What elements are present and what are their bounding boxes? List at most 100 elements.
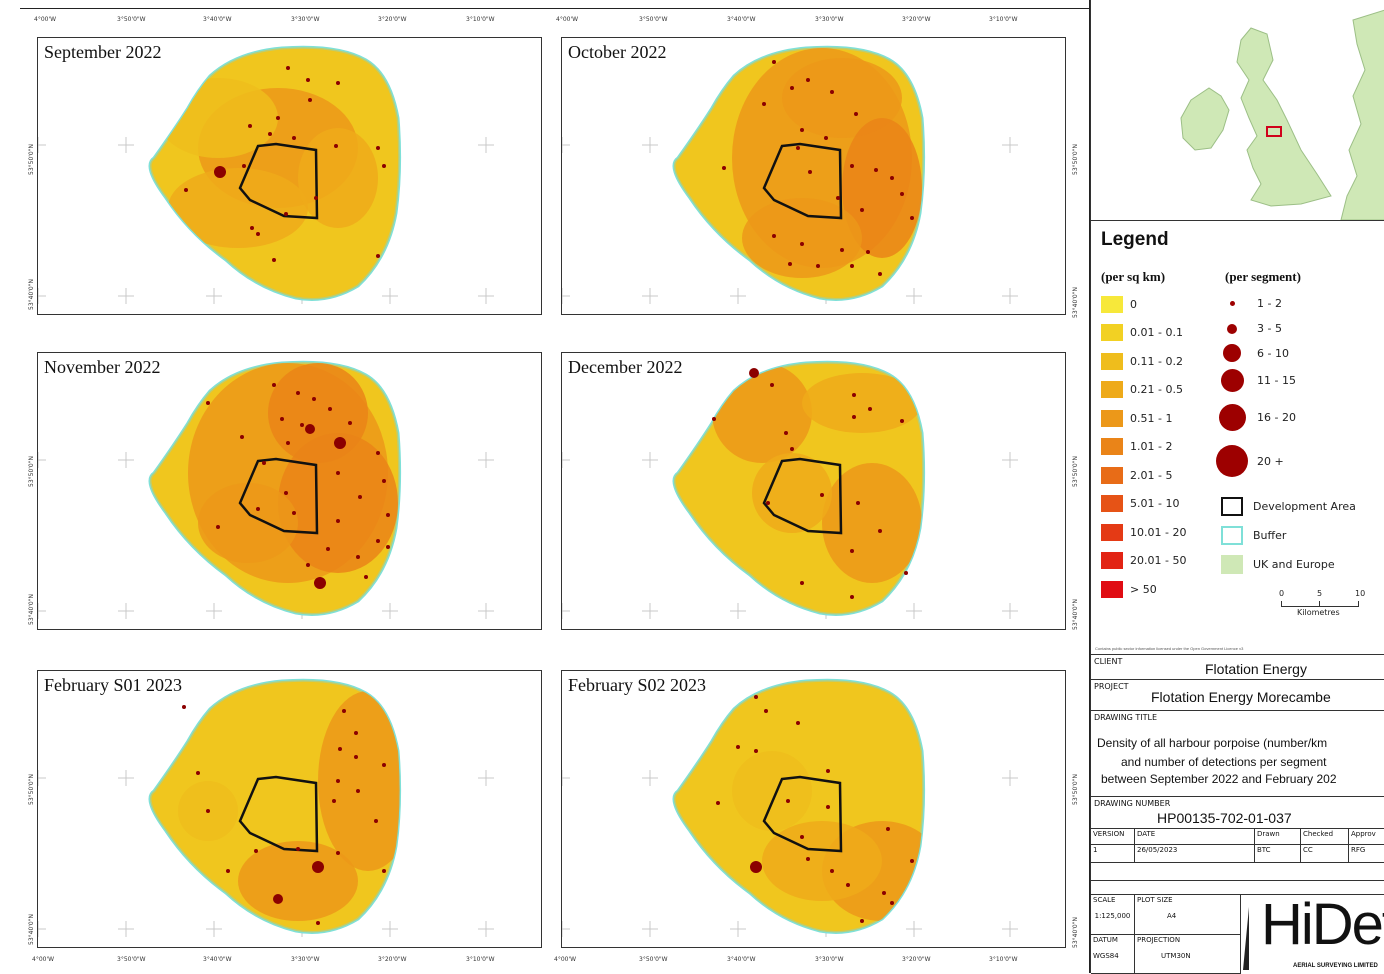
density-swatch [1101,381,1123,398]
density-surface [674,362,924,615]
density-class: 0 [1101,293,1137,315]
map-panel-october-2022: October 2022 [561,37,1066,315]
detection-point [206,809,210,813]
checked-value: CC [1301,845,1349,863]
detection-point [850,164,854,168]
density-label: 20.01 - 50 [1130,554,1187,567]
detection-point [336,851,340,855]
legend-buffer: Buffer [1221,526,1286,545]
detection-point [860,919,864,923]
detection-point [284,491,288,495]
detection-point [754,749,758,753]
drawing-title-line: and number of detections per segment [1121,755,1327,769]
density-map [38,360,494,619]
detection-point [182,705,186,709]
hidef-logo: HiDef AERIAL SURVEYING LIMITED [1241,895,1384,974]
detection-point [364,575,368,579]
detection-point [910,859,914,863]
density-label: 0.21 - 0.5 [1130,383,1183,396]
project-label: PROJECT [1094,682,1129,691]
tick-label: 3°30'0"W [291,16,320,23]
detection-point [254,849,258,853]
detection-point [762,102,766,106]
legend: Legend (per sq km) (per segment) 0 0.01 -… [1091,221,1384,651]
side-panel: Legend (per sq km) (per segment) 0 0.01 -… [1090,0,1384,974]
approved-label: Approv [1349,829,1384,845]
detection-point [354,731,358,735]
segment-label: 16 - 20 [1257,410,1296,424]
lat-label: 53°50'0"N [28,456,35,487]
development-area [762,775,843,853]
uk-europe-swatch [1221,555,1243,574]
tick-label: 3°50'0"W [639,956,668,963]
detection-point [772,60,776,64]
segment-class: 11 - 15 [1215,368,1296,392]
detection-point [716,801,720,805]
density-label: 0.51 - 1 [1130,411,1173,425]
detection-point [336,471,340,475]
detection-point [868,407,872,411]
lat-label: 53°40'0"N [1072,599,1079,630]
detection-point [376,254,380,258]
segment-label: 11 - 15 [1257,373,1296,387]
scale-unit: Kilometres [1297,608,1340,617]
density-patch [318,691,400,871]
density-patch [782,58,902,138]
detection-point [296,847,300,851]
lat-label: 53°40'0"N [28,594,35,625]
detection-point [886,827,890,831]
detection-point [800,242,804,246]
segment-label: 20 + [1257,454,1284,468]
segment-header: (per segment) [1225,269,1301,284]
drawn-label: Drawn [1255,829,1301,845]
projection-cell: PROJECTION UTM30N [1135,935,1241,974]
logo-subtext: AERIAL SURVEYING LIMITED [1293,963,1378,969]
panel-title: October 2022 [568,42,667,62]
detection-point [248,124,252,128]
detection-point [386,513,390,517]
detection-point [306,563,310,567]
density-class: 0.51 - 1 [1101,407,1172,429]
density-patch [198,483,298,563]
tick-label: 3°40'0"W [727,956,756,963]
blank-row [1091,863,1384,881]
blank-row [1091,881,1384,895]
density-class: 2.01 - 5 [1101,464,1172,486]
tick-label: 4°00'W [34,16,57,23]
lat-label: 53°40'0"N [1072,287,1079,318]
detection-point [806,78,810,82]
map-panel-november-2022: November 2022 [37,352,542,630]
detection-point [722,166,726,170]
density-patch [842,118,922,258]
legend-title: Legend [1101,229,1169,250]
detection-point [900,419,904,423]
detection-point [824,136,828,140]
legend-label: UK and Europe [1253,558,1335,571]
scale-tick: 0 [1279,589,1285,598]
version-value: 1 [1091,845,1135,863]
detection-point [296,391,300,395]
detection-point [376,146,380,150]
tick-label: 4°00'W [554,956,577,963]
detection-point [874,168,878,172]
tick-label: 3°20'0"W [378,956,407,963]
lat-label: 53°50'0"N [1072,774,1079,805]
scale-bar: 0 5 10 Kilometres [1279,589,1365,619]
detection-point [749,368,759,378]
detection-point [382,869,386,873]
detection-point [196,771,200,775]
density-patch [238,841,358,921]
tick-label: 3°10'0"W [989,16,1018,23]
scale-value: 1:125,000 [1094,912,1131,920]
copyright-notice: Contains public sector information licen… [1095,646,1244,651]
detection-point [772,234,776,238]
detection-point [808,170,812,174]
date-value: 26/05/2023 [1135,845,1255,863]
detection-point [386,545,390,549]
development-area [238,142,319,220]
segment-class: 16 - 20 [1215,403,1296,431]
detection-point [256,507,260,511]
density-class: 1.01 - 2 [1101,436,1172,458]
drawing-title-line: Density of all harbour porpoise (number/… [1097,736,1328,750]
density-surface [674,47,924,300]
